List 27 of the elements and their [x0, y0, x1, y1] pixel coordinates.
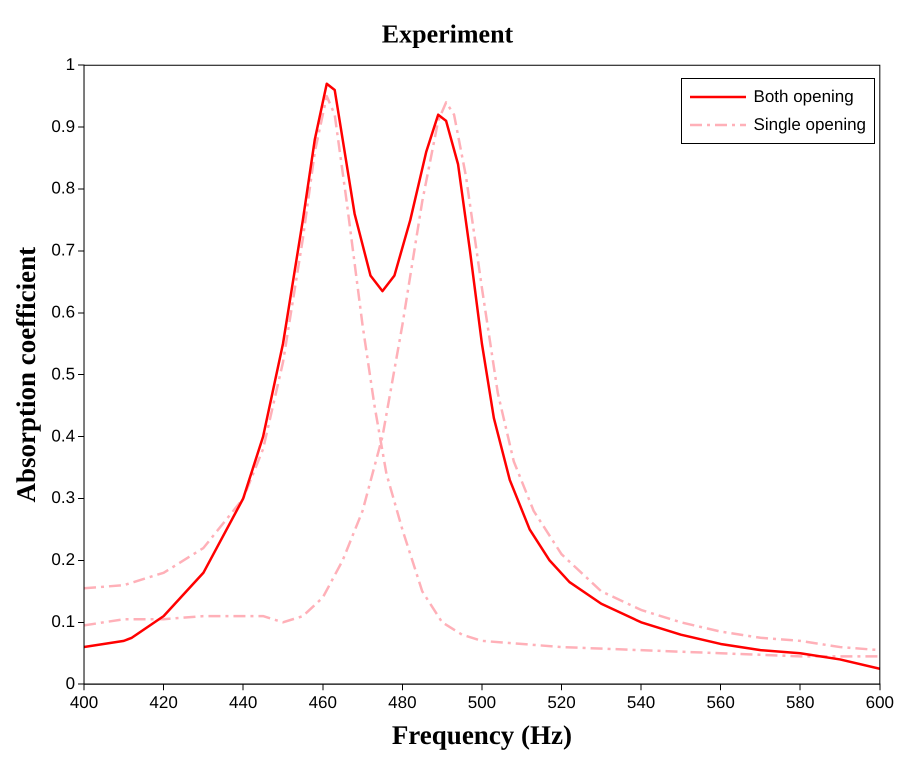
- chart-title: Experiment: [382, 19, 514, 48]
- y-axis-title: Absorption coefficient: [11, 246, 42, 503]
- y-tick-label: 0.3: [51, 488, 76, 508]
- x-tick-label: 500: [468, 693, 496, 712]
- legend-label: Both opening: [754, 86, 854, 108]
- y-tick-label: 0.2: [51, 550, 76, 570]
- x-tick-label: 440: [229, 693, 258, 712]
- x-tick-label: 520: [547, 693, 576, 712]
- y-tick-label: 0.6: [51, 302, 76, 322]
- y-tick-label: 1: [66, 54, 76, 74]
- x-axis-title: Frequency (Hz): [392, 720, 572, 750]
- x-tick-label: 580: [786, 693, 814, 712]
- y-tick-label: 0.5: [51, 364, 76, 384]
- y-tick-label: 0.1: [51, 612, 76, 631]
- y-tick-label: 0.8: [51, 178, 76, 198]
- y-tick-label: 0.7: [51, 240, 76, 260]
- y-tick-label: 0.4: [51, 426, 76, 446]
- y-tick-label: 0.9: [51, 116, 76, 136]
- x-tick-label: 540: [626, 693, 656, 712]
- legend-label: Single opening: [754, 114, 866, 136]
- x-tick-label: 420: [149, 693, 178, 712]
- x-tick-label: 560: [706, 693, 735, 712]
- x-tick-label: 480: [388, 693, 417, 712]
- x-tick-label: 600: [866, 693, 894, 712]
- y-tick-label: 0: [66, 674, 76, 693]
- x-tick-label: 460: [308, 693, 337, 712]
- x-tick-label: 400: [70, 693, 98, 712]
